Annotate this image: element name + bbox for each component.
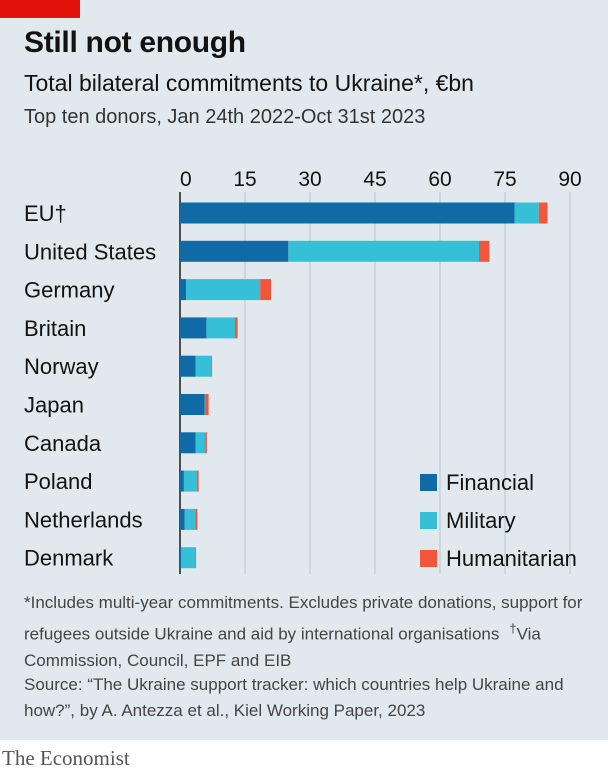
legend-swatch-financial (420, 474, 437, 491)
bar-humanitarian (195, 508, 198, 530)
legend-swatch-military (420, 512, 437, 529)
footnote-text: *Includes multi-year commitments. Exclud… (24, 593, 583, 644)
x-tick-label: 15 (233, 168, 256, 191)
bar-military (514, 202, 539, 224)
footnote: *Includes multi-year commitments. Exclud… (24, 590, 594, 674)
bar-humanitarian (195, 547, 197, 569)
category-label: Netherlands (24, 507, 143, 532)
category-label: Poland (24, 469, 93, 494)
category-label: Canada (24, 431, 102, 456)
bar-financial (180, 394, 205, 415)
x-tick-labels: 0 15 30 45 60 75 90 (180, 168, 582, 191)
brand-logo: The Economist (2, 746, 130, 770)
bar-financial (180, 355, 196, 377)
bar-financial (180, 240, 289, 262)
x-tick-label: 45 (363, 168, 386, 191)
bar-military (183, 470, 197, 492)
bar-military (204, 394, 206, 415)
legend-label-military: Military (446, 508, 516, 533)
bar-chart: 0 15 30 45 60 75 90 EU† United States Germany Bri… (24, 168, 582, 574)
category-label: Japan (24, 393, 84, 418)
brand-red-tag (0, 0, 80, 18)
x-tick-label: 90 (558, 168, 581, 191)
footnote-dagger-mark: † (509, 621, 517, 636)
bar-humanitarian (538, 202, 548, 224)
x-tick-label: 0 (180, 168, 192, 191)
brand-footer (0, 740, 608, 776)
category-label: United States (24, 239, 156, 264)
category-label: Britain (24, 316, 86, 341)
bar-humanitarian (196, 470, 199, 492)
legend-swatch-humanitarian (420, 550, 437, 567)
bar-financial (180, 432, 196, 454)
bar-military (186, 279, 261, 301)
legend: Financial Military Humanitarian (420, 470, 577, 571)
bar-humanitarian (211, 355, 213, 377)
bar-military (184, 508, 196, 530)
category-label: Germany (24, 278, 114, 303)
chart-title: Still not enough (24, 26, 246, 59)
bar-humanitarian (260, 279, 271, 301)
x-tick-label: 30 (298, 168, 321, 191)
bar-financial (180, 202, 515, 224)
bar-military (288, 240, 479, 262)
chart-panel (0, 0, 608, 740)
category-label: EU† (24, 201, 67, 226)
footnote-dagger-text: Via Commission, Council, EPF and EIB (24, 624, 541, 670)
legend-label-humanitarian: Humanitarian (446, 546, 577, 571)
category-label: Denmark (24, 546, 114, 571)
x-tick-label: 60 (428, 168, 451, 191)
chart-subtitle: Total bilateral commitments to Ukraine*,… (24, 70, 474, 96)
bar-humanitarian (235, 317, 238, 339)
bar-financial (180, 279, 187, 301)
bar-military (181, 547, 196, 569)
category-labels: EU† United States Germany Britain Norway Japa… (24, 201, 156, 571)
category-label: Norway (24, 354, 99, 379)
x-tick-label: 75 (493, 168, 516, 191)
chart-subsubtitle: Top ten donors, Jan 24th 2022-Oct 31st 2… (24, 106, 426, 128)
bar-financial (180, 317, 207, 339)
bar-humanitarian (205, 394, 209, 415)
bar-financial (180, 547, 182, 569)
bar-financial (180, 470, 184, 492)
bar-humanitarian (205, 432, 207, 454)
bar-humanitarian (479, 240, 490, 262)
bar-financial (180, 508, 185, 530)
bar-military (206, 317, 236, 339)
legend-label-financial: Financial (446, 470, 534, 495)
bar-military (195, 355, 212, 377)
bar-military (195, 432, 206, 454)
bars (180, 202, 548, 569)
source-note: Source: “The Ukraine support tracker: wh… (24, 675, 564, 720)
